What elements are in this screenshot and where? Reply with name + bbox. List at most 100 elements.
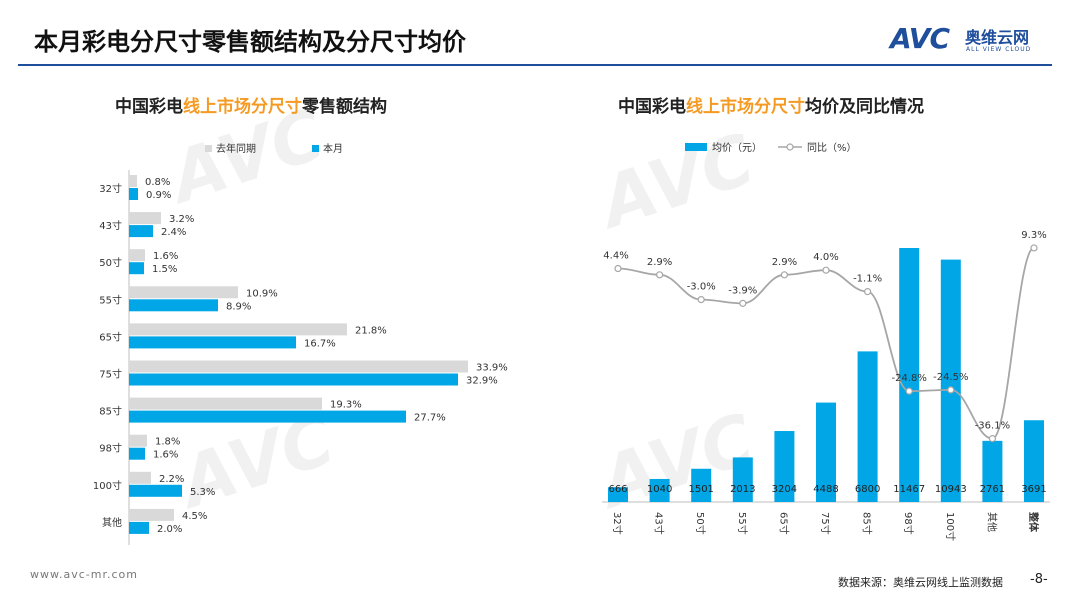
bar-avg-price [691,468,712,502]
y-tick-label: 其他 [102,516,122,529]
yoy-point [697,296,705,304]
legend-label-last-year: 去年同期 [216,142,256,155]
bar-value-label: 11467 [893,484,925,495]
data-label: 32.9% [466,376,498,387]
right-chart-title: 中国彩电线上市场分尺寸均价及同比情况 [618,97,924,117]
bar-current [129,447,145,460]
data-label: 33.9% [476,363,508,374]
yoy-label: -24.8% [892,373,927,384]
yoy-label: 9.3% [1021,230,1046,241]
yoy-point [947,386,955,394]
y-tick-label: 85寸 [99,405,122,418]
data-label: 8.9% [226,301,251,312]
bar-avg-price [608,487,628,502]
yoy-label: 4.0% [813,252,838,263]
data-label: 1.6% [153,450,178,461]
yoy-point [822,266,830,274]
yoy-point [905,387,913,395]
right-chart: 均价（元） 同比（%） 666 32寸 1040 43寸 1501 50寸 2013 55寸 32… [602,142,1050,541]
footer-source: 数据来源：奥维云网线上监测数据 [838,576,1003,589]
yoy-point [1030,244,1038,252]
data-label: 1.6% [153,251,178,262]
bar-current [129,336,296,349]
bar-avg-price [1024,420,1044,502]
bar-current [129,484,182,497]
x-tick-label: 65寸 [777,512,790,535]
y-tick-label: 75寸 [99,368,122,381]
x-tick-label: 55寸 [736,512,749,535]
data-label: 19.3% [330,400,362,411]
data-label: 2.4% [161,227,186,238]
bar-current [129,521,149,534]
yoy-point [655,271,664,279]
yoy-label: -3.0% [687,282,716,293]
bar-current [129,225,153,238]
right-bars: 666 32寸 1040 43寸 1501 50寸 2013 55寸 3204 65寸 4488 75… [602,248,1050,541]
footer-url[interactable]: www.avc-mr.com [30,568,138,581]
legend-label-current: 本月 [323,142,343,155]
data-label: 10.9% [246,288,278,299]
x-tick-label: 其他 [985,512,998,532]
x-tick-label: 50寸 [694,512,707,535]
yoy-point [864,288,872,296]
bar-current [129,299,218,312]
data-label: 4.5% [182,511,207,522]
data-label: 1.5% [152,264,177,275]
bar-last-year [129,397,322,410]
page-title: 本月彩电分尺寸零售额结构及分尺寸均价 [34,28,466,56]
bar-last-year [129,323,347,336]
right-line: 4.4% 2.9% -3.0% -3.9% 2.9% 4.0% -1.1% -24.8% -24… [603,230,1047,443]
x-tick-label: 75寸 [819,512,832,535]
left-legend: 去年同期 本月 [205,142,343,155]
left-chart-title: 中国彩电线上市场分尺寸零售额结构 [115,97,387,117]
yoy-label: 2.9% [772,257,797,268]
bar-avg-price [982,440,1003,502]
bar-value-label: 3691 [1021,484,1046,495]
y-tick-label: 100寸 [93,479,122,492]
bar-avg-price [649,478,670,502]
bar-value-label: 3204 [772,484,797,495]
bar-value-label: 2013 [730,484,755,495]
x-tick-label: 100寸 [944,512,957,541]
data-label: 2.2% [159,474,184,485]
yoy-label: -24.5% [933,372,968,383]
bar-current [129,410,406,423]
bar-last-year [129,434,147,447]
bar-last-year [129,508,174,521]
bar-avg-price [732,457,753,502]
data-label: 0.9% [146,190,171,201]
data-label: 16.7% [304,338,336,349]
y-tick-label: 50寸 [99,256,122,269]
y-tick-label: 32寸 [99,182,122,195]
bar-value-label: 10943 [935,484,967,495]
logo-mark: AVC [890,22,950,55]
x-tick-label: 整体 [1027,511,1040,533]
bar-value-label: 1501 [688,484,713,495]
data-label: 3.2% [169,214,194,225]
yoy-label: -1.1% [853,274,882,285]
bar-last-year [129,471,151,484]
yoy-point [988,435,996,443]
bar-avg-price [774,431,795,502]
bar-last-year [129,286,238,299]
data-label: 0.8% [145,177,170,188]
y-tick-label: 43寸 [99,219,122,232]
bar-last-year [129,360,468,373]
bar-avg-price [857,351,878,502]
bar-value-label: 2761 [980,484,1005,495]
header-divider [18,64,1052,66]
y-tick-label: 55寸 [99,293,122,306]
bar-value-label: 1040 [647,484,672,495]
avc-logo: AVC 奥维云网 ALL VIEW CLOUD [890,22,1055,58]
data-label: 21.8% [355,325,387,336]
page-number: -8- [1030,572,1048,587]
right-legend: 均价（元） 同比（%） [685,142,857,154]
yoy-label: 4.4% [603,251,628,262]
bar-avg-price [816,402,836,502]
legend-marker-yoy [786,143,794,151]
bar-current [129,373,458,386]
bar-current [129,262,144,275]
yoy-label: 2.9% [647,257,672,268]
bar-last-year [129,212,161,225]
x-tick-label: 43寸 [653,512,666,535]
